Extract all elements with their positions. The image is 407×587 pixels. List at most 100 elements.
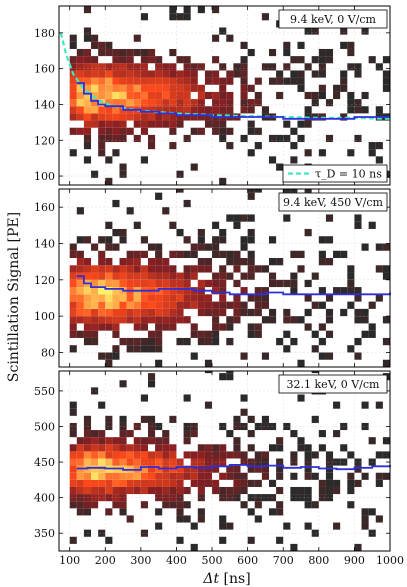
- heatmap-cell: [83, 486, 92, 495]
- heatmap-cell: [76, 99, 84, 107]
- heatmap-cell: [226, 430, 234, 438]
- heatmap-cell: [333, 479, 341, 487]
- heatmap-cell: [354, 63, 362, 71]
- heatmap-cell: [197, 337, 205, 346]
- heatmap-cell: [83, 6, 92, 14]
- heatmap-cell: [347, 501, 355, 509]
- heatmap-cell: [69, 486, 77, 495]
- heatmap-cell: [204, 451, 213, 459]
- heatmap-cell: [247, 127, 255, 135]
- heatmap-cell: [126, 127, 134, 135]
- heatmap-cell: [112, 77, 120, 85]
- heatmap-cell: [176, 84, 184, 92]
- heatmap-cell: [91, 501, 99, 509]
- heatmap-cell: [162, 479, 170, 487]
- heatmap-cell: [119, 430, 127, 438]
- heatmap-cell: [183, 486, 191, 495]
- heatmap-cell: [126, 250, 134, 259]
- heatmap-cell: [119, 294, 127, 302]
- heatmap-cell: [155, 70, 163, 78]
- heatmap-cell: [112, 279, 120, 288]
- heatmap-cell: [162, 63, 170, 71]
- heatmap-cell: [105, 316, 113, 324]
- heatmap-cell: [361, 27, 369, 35]
- heatmap-cell: [140, 13, 148, 21]
- heatmap-cell: [112, 84, 120, 92]
- heatmap-cell: [276, 501, 284, 509]
- heatmap-cell: [133, 323, 141, 331]
- heatmap-cell: [325, 236, 334, 244]
- heatmap-cell: [69, 243, 77, 251]
- heatmap-cell: [155, 345, 163, 353]
- median-line: [76, 464, 391, 471]
- heatmap-cell: [83, 323, 92, 331]
- heatmap-cell: [105, 508, 113, 516]
- heatmap-cell: [76, 279, 84, 288]
- heatmap-cell: [140, 437, 148, 445]
- heatmap-cell: [219, 522, 227, 530]
- heatmap-cell: [290, 156, 298, 164]
- heatmap-cell: [268, 258, 277, 266]
- heatmap-cell: [140, 63, 148, 71]
- heatmap-cell: [226, 214, 234, 222]
- heatmap-cell: [69, 113, 77, 121]
- heatmap-cell: [126, 48, 134, 57]
- heatmap-cell: [212, 287, 220, 295]
- heatmap-cell: [254, 422, 262, 431]
- heatmap-cell: [155, 243, 163, 251]
- heatmap-cell: [219, 228, 227, 237]
- heatmap-cell: [140, 472, 148, 480]
- heatmap-cell: [176, 501, 184, 509]
- heatmap-cell: [162, 294, 170, 302]
- heatmap-cell: [347, 486, 355, 495]
- heatmap-cell: [91, 444, 99, 452]
- heatmap-cell: [276, 472, 284, 480]
- heatmap-cell: [254, 323, 262, 331]
- heatmap-cell: [155, 437, 163, 445]
- heatmap-cell: [91, 451, 99, 459]
- heatmap-cell: [147, 415, 156, 423]
- heatmap-cell: [162, 91, 170, 100]
- heatmap-cell: [382, 265, 390, 273]
- heatmap-cell: [219, 422, 227, 431]
- heatmap-cell: [91, 170, 99, 178]
- heatmap-cell: [240, 408, 248, 416]
- heatmap-cell: [105, 536, 113, 544]
- heatmap-cell: [311, 345, 319, 353]
- heatmap-cell: [176, 120, 184, 128]
- heatmap-cell: [361, 515, 369, 523]
- heatmap-cell: [233, 214, 241, 222]
- heatmap-cell: [212, 34, 220, 42]
- heatmap-cell: [112, 451, 120, 459]
- heatmap-cell: [276, 508, 284, 516]
- heatmap-cell: [183, 250, 191, 259]
- heatmap-cell: [240, 106, 248, 114]
- heatmap-cell: [176, 228, 184, 237]
- heatmap-cell: [226, 316, 234, 324]
- heatmap-cell: [140, 294, 148, 302]
- heatmap-cell: [304, 279, 312, 288]
- heatmap-cell: [83, 508, 92, 516]
- heatmap-cell: [69, 99, 77, 107]
- heatmap-cell: [254, 451, 262, 459]
- heatmap-cell: [140, 70, 148, 78]
- heatmap-cell: [197, 113, 205, 121]
- heatmap-cell: [126, 301, 134, 309]
- x-tick-label: 700: [273, 554, 294, 567]
- heatmap-cell: [83, 106, 92, 114]
- heatmap-cell: [197, 6, 205, 14]
- heatmap-cell: [361, 106, 369, 114]
- heatmap-cell: [133, 265, 141, 273]
- heatmap-cell: [119, 479, 127, 487]
- heatmap-cell: [254, 494, 262, 502]
- heatmap-cell: [98, 41, 106, 49]
- heatmap-cell: [155, 250, 163, 259]
- heatmap-cell: [155, 91, 163, 100]
- heatmap-cell: [354, 214, 362, 222]
- heatmap-cell: [91, 430, 99, 438]
- heatmap-cell: [233, 451, 241, 459]
- heatmap-cell: [91, 301, 99, 309]
- heatmap-cell: [219, 287, 227, 295]
- heatmap-cell: [76, 316, 84, 324]
- heatmap-cell: [119, 120, 127, 128]
